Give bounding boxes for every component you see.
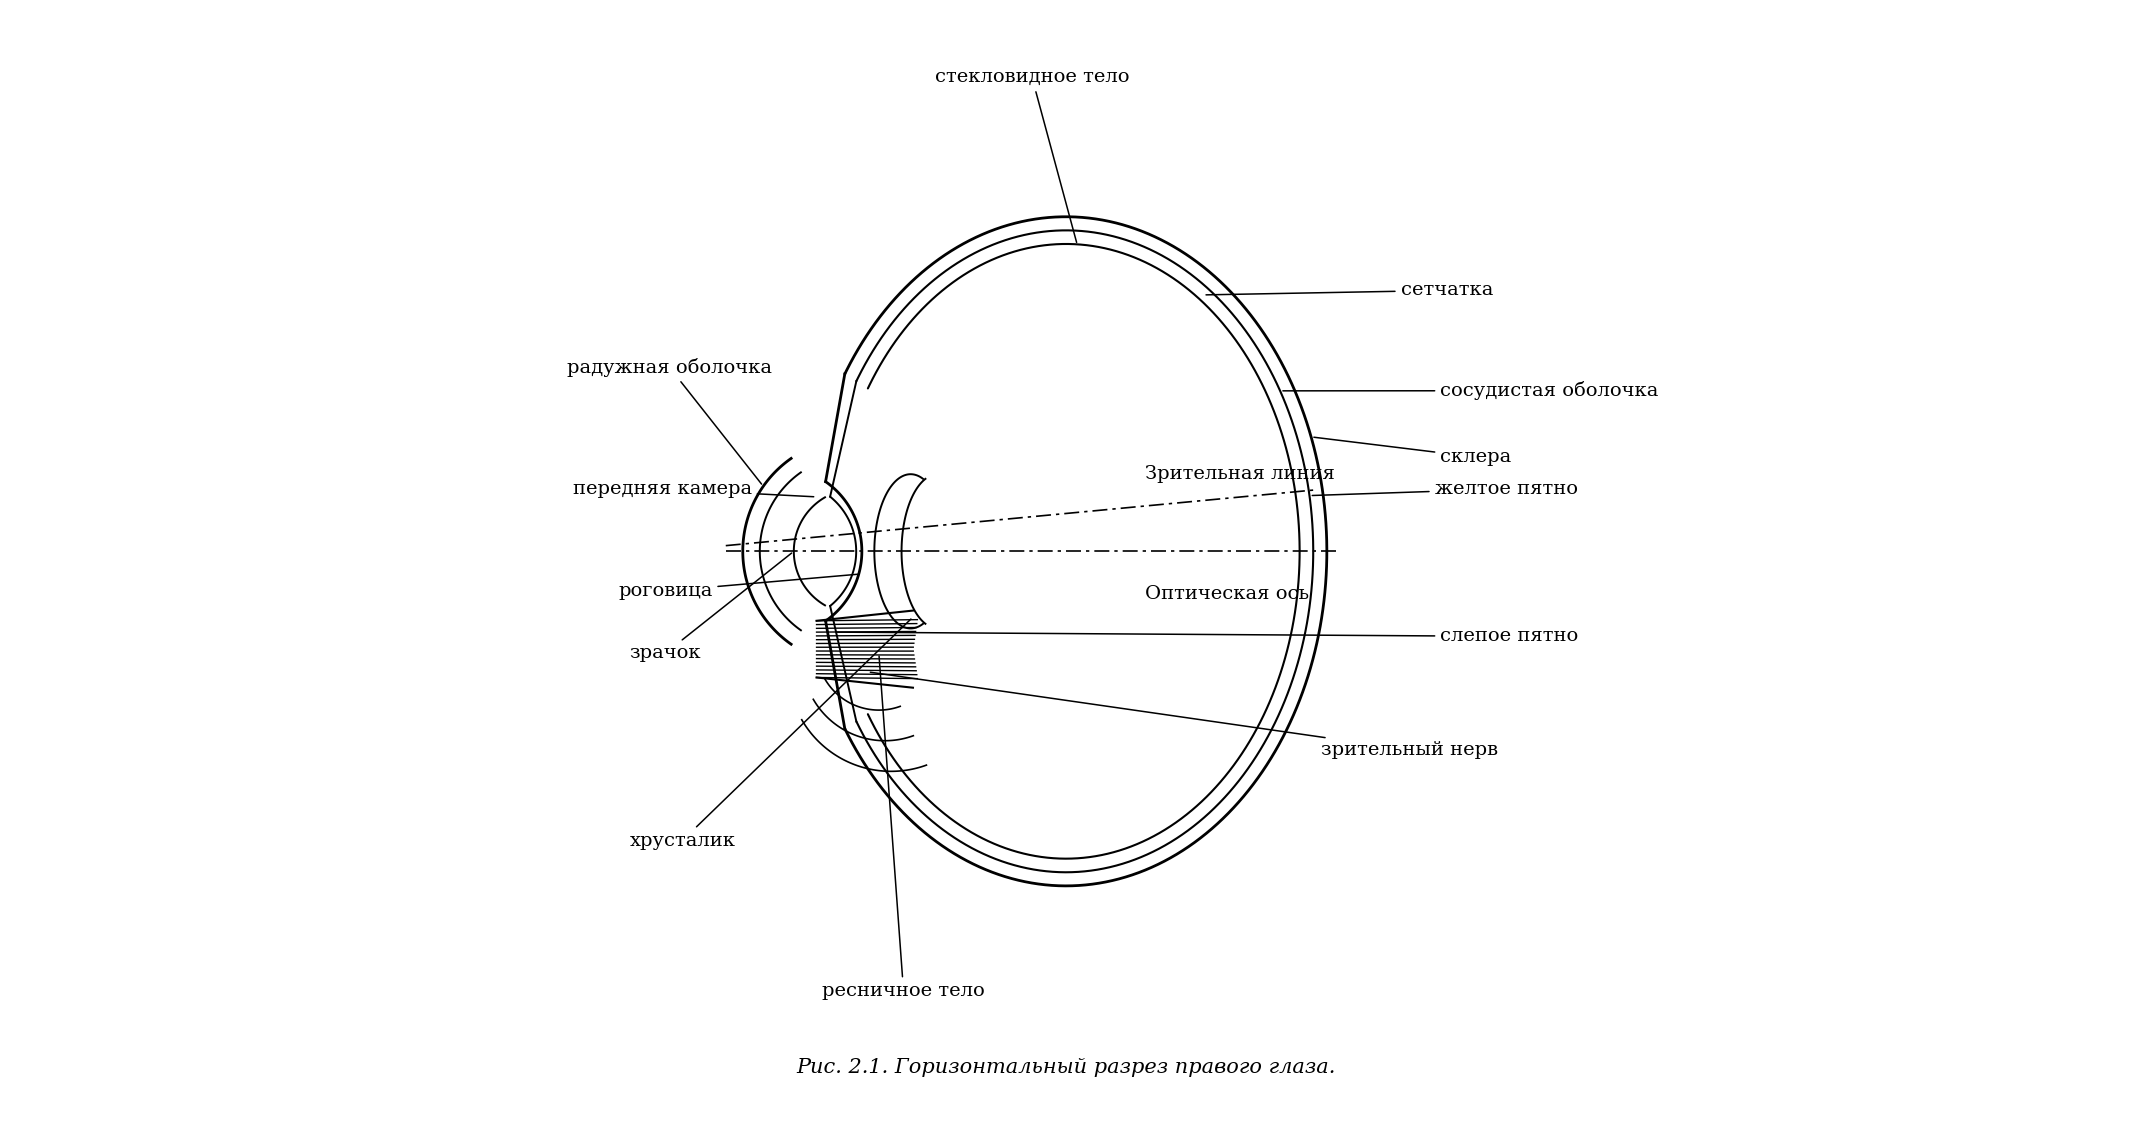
Text: хрусталик: хрусталик — [629, 619, 910, 850]
Text: зрительный нерв: зрительный нерв — [870, 673, 1499, 759]
Text: слепое пятно: слепое пятно — [836, 627, 1578, 645]
Text: роговица: роговица — [618, 574, 857, 600]
Text: Зрительная линия: Зрительная линия — [1145, 465, 1335, 483]
Text: склера: склера — [1313, 437, 1512, 466]
Text: желтое пятно: желтое пятно — [1313, 480, 1578, 498]
Text: Оптическая ось: Оптическая ось — [1145, 585, 1309, 604]
Text: стекловидное тело: стекловидное тело — [934, 69, 1130, 242]
Text: радужная оболочка: радужная оболочка — [567, 358, 772, 484]
Text: передняя камера: передняя камера — [574, 480, 814, 498]
Text: сетчатка: сетчатка — [1207, 281, 1492, 300]
Text: ресничное тело: ресничное тело — [823, 657, 985, 1000]
Text: Рис. 2.1. Горизонтальный разрез правого глаза.: Рис. 2.1. Горизонтальный разрез правого … — [797, 1057, 1335, 1077]
Text: зрачок: зрачок — [629, 553, 791, 662]
Text: сосудистая оболочка: сосудистая оболочка — [1283, 381, 1659, 401]
